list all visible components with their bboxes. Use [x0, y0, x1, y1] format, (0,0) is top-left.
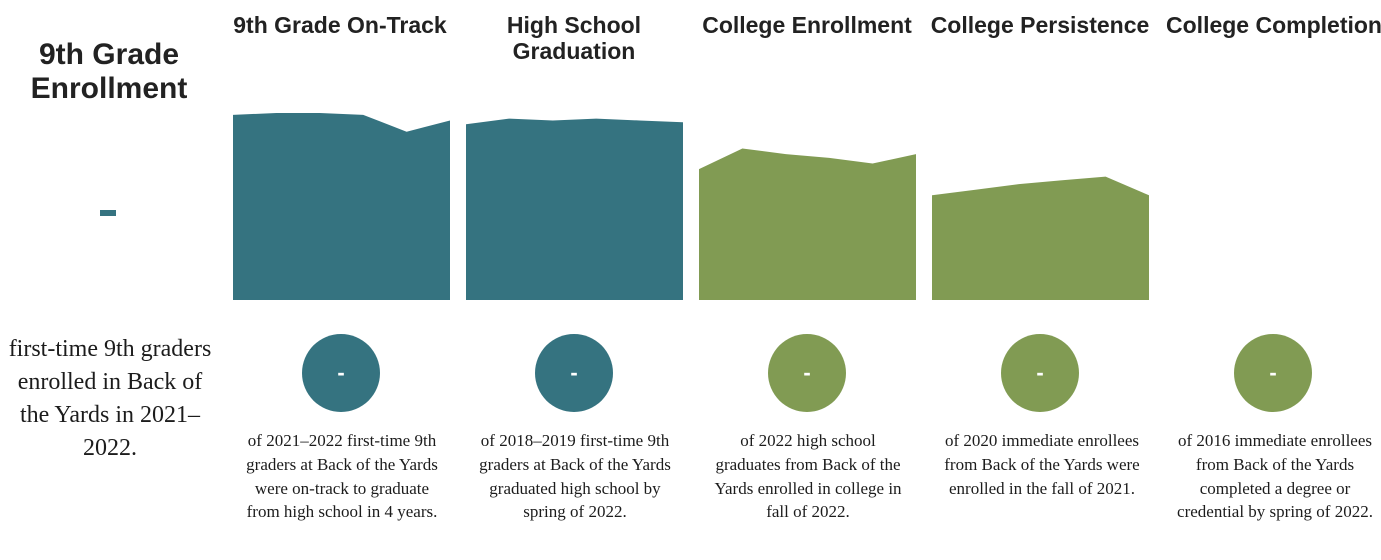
enrollment-description: first-time 9th graders enrolled in Back …: [8, 336, 212, 461]
area-college-enrollment: [699, 148, 916, 300]
stage-value-circle-college-enrollment: -: [768, 334, 846, 412]
stage-description-college-completion: of 2016 immediate enrollees from Back of…: [1177, 431, 1373, 522]
stage-description-on-track: of 2021–2022 first-time 9th graders at B…: [246, 431, 438, 522]
area-on-track: [233, 113, 450, 300]
stage-title-college-persistence: College Persistence: [930, 12, 1150, 38]
area-college-persistence: [932, 176, 1149, 300]
stage-description-hs-graduation: of 2018–2019 first-time 9th graders at B…: [479, 431, 671, 522]
stage-value-circle-on-track: -: [302, 334, 380, 412]
stage-description-college-persistence: of 2020 immediate enrollees from Back of…: [944, 431, 1140, 498]
area-hs-graduation: [466, 118, 683, 300]
stage-title-college-enrollment: College Enrollment: [702, 12, 912, 38]
stage-description-college-enrollment: of 2022 high school graduates from Back …: [714, 431, 902, 522]
stage-title-hs-graduation: High School Graduation: [506, 12, 642, 65]
stage-title-college-completion: College Completion: [1166, 12, 1381, 38]
enrollment-title: 9th Grade Enrollment: [30, 38, 188, 105]
stage-value-circle-college-persistence: -: [1001, 334, 1079, 412]
stage-value-circle-hs-graduation: -: [535, 334, 613, 412]
stage-title-on-track: 9th Grade On-Track: [233, 12, 447, 38]
stage-value-circle-college-completion: -: [1234, 334, 1312, 412]
enrollment-value-dash: -: [100, 210, 116, 216]
